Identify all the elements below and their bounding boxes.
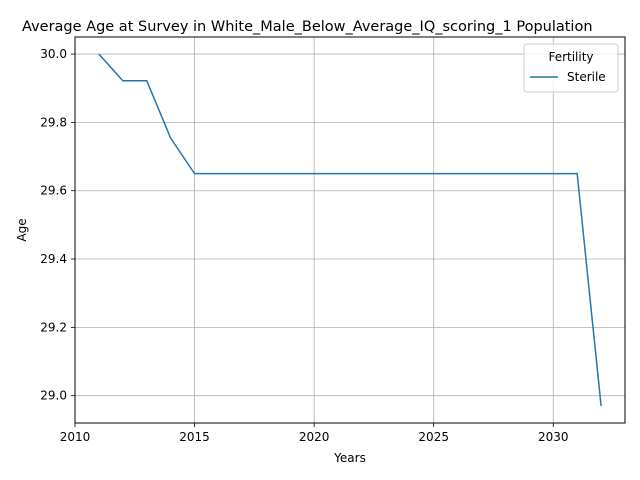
series-line-sterile [98, 53, 602, 406]
x-tick-label: 2030 [538, 430, 569, 444]
x-tick-label: 2020 [299, 430, 330, 444]
x-tick-label: 2025 [418, 430, 449, 444]
y-tick-label: 29.4 [40, 252, 67, 266]
plot-area [74, 36, 626, 424]
y-tick-label: 29.8 [40, 115, 67, 129]
legend-title: Fertility [548, 50, 593, 64]
y-tick-label: 29.0 [40, 389, 67, 403]
y-axis-ticks: 29.0 29.2 29.4 29.6 29.8 30.0 [40, 47, 75, 403]
legend-box [523, 43, 619, 93]
chart-title: Average Age at Survey in White_Male_Belo… [22, 19, 593, 35]
y-axis-label: Age [15, 218, 29, 241]
x-axis-ticks: 2010 2015 2020 2025 2030 [60, 423, 569, 444]
x-tick-label: 2010 [60, 430, 91, 444]
y-tick-label: 30.0 [40, 47, 67, 61]
gridlines [74, 37, 625, 423]
y-tick-label: 29.6 [40, 184, 67, 198]
y-tick-label: 29.2 [40, 320, 67, 334]
x-tick-label: 2015 [179, 430, 210, 444]
series-layer [98, 53, 602, 406]
legend-label-sterile: Sterile [567, 70, 606, 84]
x-axis-label: Years [333, 451, 366, 465]
legend: Fertility Sterile [523, 43, 619, 93]
